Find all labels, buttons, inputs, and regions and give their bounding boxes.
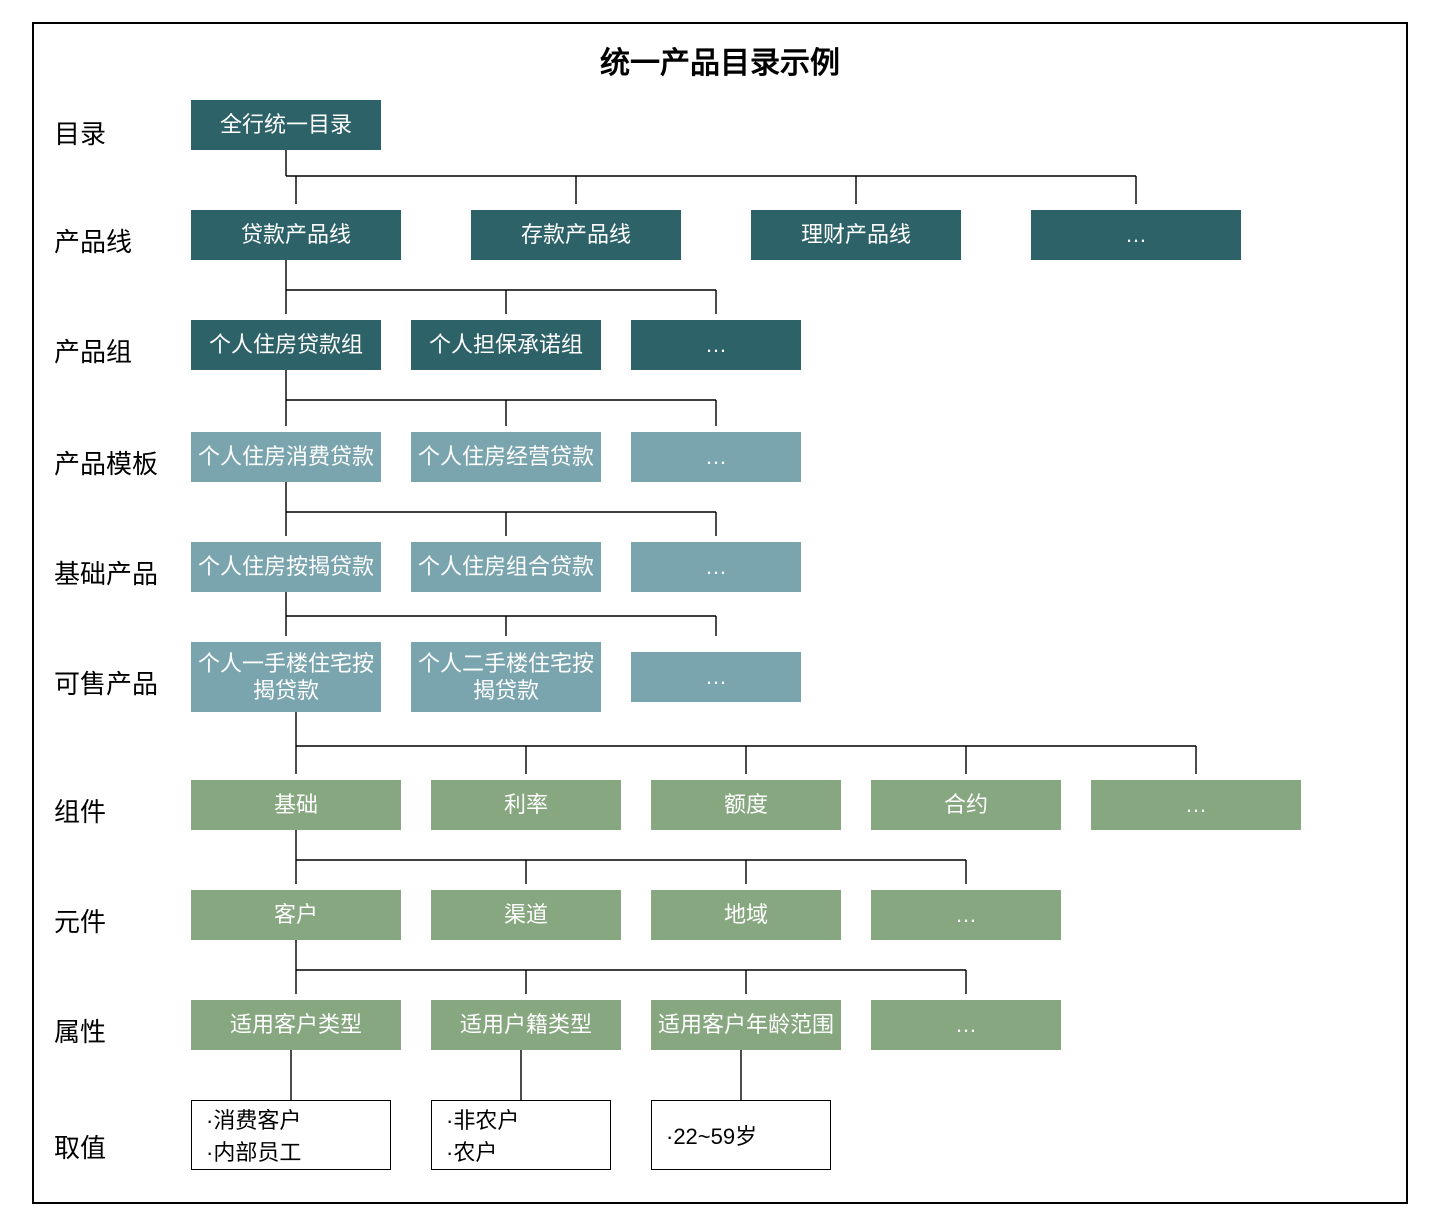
node-base-combo: 个人住房组合贷款 [411, 542, 601, 592]
node-catalog: 全行统一目录 [191, 100, 381, 150]
value-box-cust: ·消费客户 ·内部员工 [191, 1100, 391, 1170]
value-item: ·非农户 [446, 1103, 596, 1135]
node-comp-limit: 额度 [651, 780, 841, 830]
node-elem-more: … [871, 890, 1061, 940]
node-elem-chan: 渠道 [431, 890, 621, 940]
node-line-loan: 贷款产品线 [191, 210, 401, 260]
node-comp-rate: 利率 [431, 780, 621, 830]
row-label-template: 产品模板 [54, 444, 158, 481]
node-line-more: … [1031, 210, 1241, 260]
node-elem-cust: 客户 [191, 890, 401, 940]
diagram-title: 统一产品目录示例 [0, 38, 1440, 82]
row-label-line: 产品线 [54, 222, 132, 259]
value-item: ·22~59岁 [666, 1119, 816, 1151]
node-tpl-more: … [631, 432, 801, 482]
row-label-elem: 元件 [54, 902, 106, 939]
value-item: ·内部员工 [206, 1135, 376, 1167]
node-comp-basic: 基础 [191, 780, 401, 830]
node-elem-region: 地域 [651, 890, 841, 940]
node-base-mort: 个人住房按揭贷款 [191, 542, 381, 592]
node-tpl-biz: 个人住房经营贷款 [411, 432, 601, 482]
node-group-house: 个人住房贷款组 [191, 320, 381, 370]
node-line-wealth: 理财产品线 [751, 210, 961, 260]
value-item: ·农户 [446, 1135, 596, 1167]
node-attr-age: 适用客户年龄范围 [651, 1000, 841, 1050]
row-label-base: 基础产品 [54, 554, 158, 591]
node-comp-more: … [1091, 780, 1301, 830]
node-line-deposit: 存款产品线 [471, 210, 681, 260]
node-attr-more: … [871, 1000, 1061, 1050]
node-attr-cust: 适用客户类型 [191, 1000, 401, 1050]
node-sale-more: … [631, 652, 801, 702]
row-label-catalog: 目录 [54, 114, 106, 151]
value-box-region: ·非农户 ·农户 [431, 1100, 611, 1170]
node-group-guar: 个人担保承诺组 [411, 320, 601, 370]
row-label-attr: 属性 [54, 1012, 106, 1049]
node-base-more: … [631, 542, 801, 592]
value-box-age: ·22~59岁 [651, 1100, 831, 1170]
node-sale-2nd: 个人二手楼住宅按揭贷款 [411, 642, 601, 712]
node-tpl-consume: 个人住房消费贷款 [191, 432, 381, 482]
node-group-more: … [631, 320, 801, 370]
node-comp-contract: 合约 [871, 780, 1061, 830]
row-label-comp: 组件 [54, 792, 106, 829]
row-label-sale: 可售产品 [54, 664, 158, 701]
node-sale-new: 个人一手楼住宅按揭贷款 [191, 642, 381, 712]
node-attr-region: 适用户籍类型 [431, 1000, 621, 1050]
row-label-value: 取值 [54, 1128, 106, 1165]
value-item: ·消费客户 [206, 1103, 376, 1135]
row-label-group: 产品组 [54, 332, 132, 369]
